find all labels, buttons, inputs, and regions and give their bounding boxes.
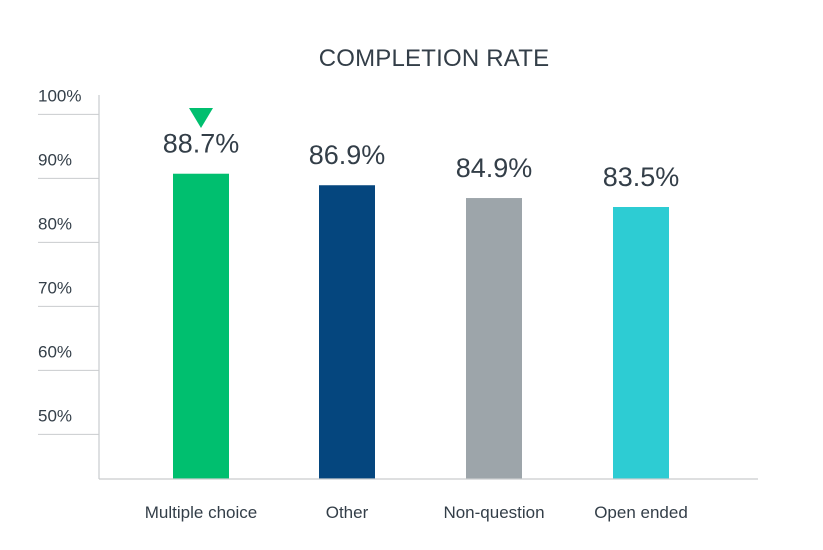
data-labels: 88.7% 86.9% 84.9% 83.5%: [163, 129, 680, 192]
bar: [319, 185, 375, 480]
data-label: 83.5%: [603, 162, 680, 192]
markers: [189, 108, 213, 128]
gridlines: [38, 113, 99, 435]
category-label: Open ended: [594, 503, 688, 522]
bars: [173, 173, 669, 480]
y-tick-label: 60%: [38, 342, 72, 361]
y-tick-label: 80%: [38, 214, 72, 233]
data-label: 86.9%: [309, 140, 386, 170]
bar: [613, 207, 669, 479]
triangle-down-marker-icon: [189, 108, 213, 128]
data-label: 84.9%: [456, 153, 533, 183]
y-axis-ticks: 50% 60% 70% 80% 90% 100%: [38, 86, 81, 425]
bar: [173, 173, 229, 479]
y-tick-label: 100%: [38, 86, 81, 105]
category-label: Other: [326, 503, 369, 522]
bar: [466, 198, 522, 480]
category-label: Multiple choice: [145, 503, 257, 522]
data-label: 88.7%: [163, 129, 240, 159]
y-tick-label: 50%: [38, 406, 72, 425]
y-tick-label: 90%: [38, 150, 72, 169]
y-tick-label: 70%: [38, 278, 72, 297]
chart-title: COMPLETION RATE: [319, 45, 550, 72]
category-label: Non-question: [443, 503, 544, 522]
category-labels: Multiple choice Other Non-question Open end…: [145, 503, 688, 522]
